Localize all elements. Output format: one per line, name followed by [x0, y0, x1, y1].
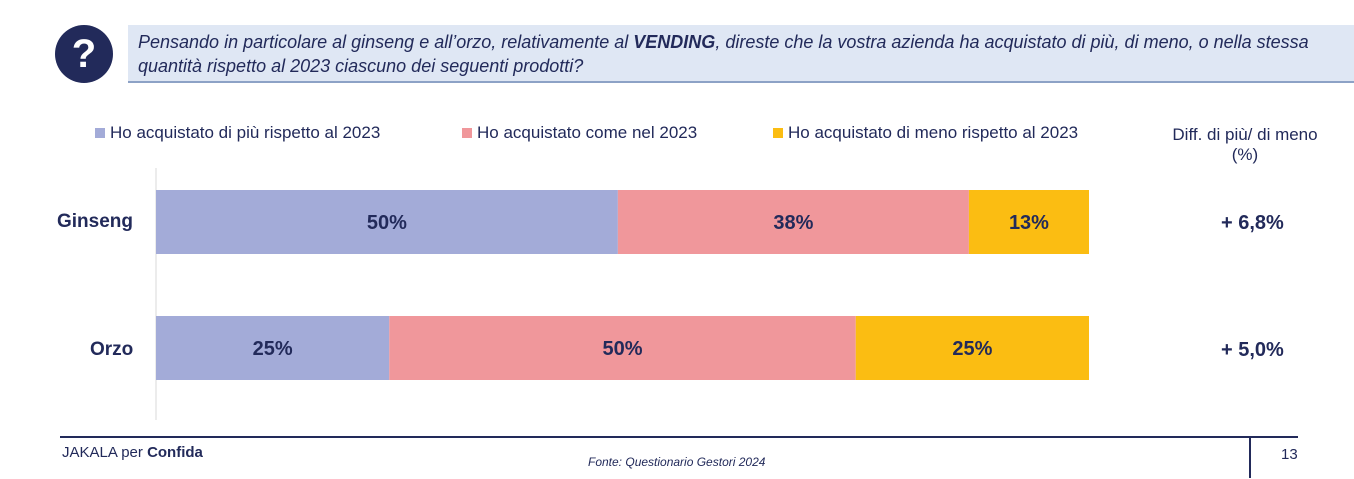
row-label-orzo: Orzo	[90, 339, 134, 360]
diff-header: Diff. di più/ di meno (%)	[1150, 125, 1340, 165]
footer-brand: JAKALA per Confida	[62, 444, 203, 461]
data-label-orzo-less: 25%	[952, 338, 992, 360]
diff-value-orzo: + 5,0%	[1221, 339, 1284, 361]
question-mark-icon: ?	[55, 25, 113, 83]
data-label-orzo-more: 25%	[253, 338, 293, 360]
diff-value-ginseng: + 6,8%	[1221, 212, 1284, 234]
legend-item-less: Ho acquistato di meno rispetto al 2023	[773, 123, 1078, 143]
bar-orzo-same	[389, 316, 856, 380]
legend-label-same: Ho acquistato come nel 2023	[477, 123, 698, 142]
page-number: 13	[1281, 446, 1298, 463]
legend-label-more: Ho acquistato di più rispetto al 2023	[110, 123, 381, 142]
data-label-ginseng-same: 38%	[773, 212, 813, 234]
diff-header-title: Diff. di più/ di meno	[1172, 125, 1318, 144]
question-text: Pensando in particolare al ginseng e all…	[138, 32, 1309, 76]
footer-vertical-divider	[1249, 438, 1251, 478]
legend-item-same: Ho acquistato come nel 2023	[462, 123, 697, 143]
bar-ginseng-same	[617, 190, 969, 254]
data-label-ginseng-more: 50%	[367, 212, 407, 234]
bar-orzo-more	[156, 316, 390, 380]
legend-label-less: Ho acquistato di meno rispetto al 2023	[788, 123, 1079, 142]
bar-ginseng-less	[968, 190, 1089, 254]
legend-swatch-same	[462, 128, 472, 138]
bar-ginseng-more	[156, 190, 618, 254]
legend-swatch-more	[95, 128, 105, 138]
bar-orzo-less	[855, 316, 1089, 380]
footer-divider	[60, 436, 1298, 438]
legend-item-more: Ho acquistato di più rispetto al 2023	[95, 123, 380, 143]
data-label-ginseng-less: 13%	[1009, 212, 1049, 234]
diff-header-unit: (%)	[1231, 145, 1259, 164]
row-label-ginseng: Ginseng	[57, 211, 134, 232]
data-label-orzo-same: 50%	[602, 338, 642, 360]
legend-swatch-less	[773, 128, 783, 138]
question-box: Pensando in particolare al ginseng e all…	[128, 25, 1354, 83]
footer-source: Fonte: Questionario Gestori 2024	[588, 455, 766, 469]
